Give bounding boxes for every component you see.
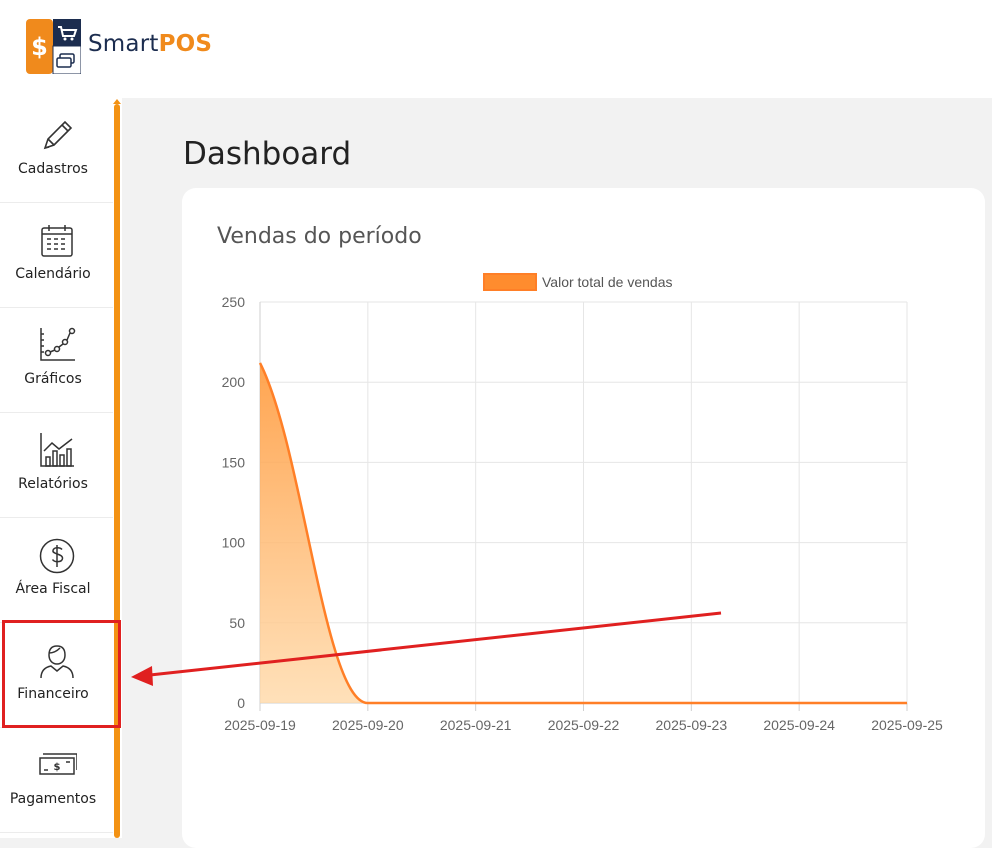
sidebar-item-graficos[interactable]: Gráficos (0, 308, 113, 413)
series-area-fill (260, 362, 907, 703)
bar-chart-icon (39, 433, 74, 467)
svg-text:$: $ (53, 762, 60, 773)
y-tick-label: 250 (222, 294, 246, 310)
x-tick-label: 2025-09-20 (332, 717, 404, 733)
sidebar-item-label: Relatórios (18, 476, 88, 492)
dollar-circle-icon (39, 538, 74, 574)
sidebar-item-calendario[interactable]: Calendário (0, 203, 113, 308)
sidebar-item-label: Área Fiscal (15, 581, 91, 597)
sidebar-item-pagamentos[interactable]: $ Pagamentos (0, 728, 113, 833)
x-tick-label: 2025-09-19 (224, 717, 296, 733)
x-tick-label: 2025-09-24 (763, 717, 835, 733)
y-tick-label: 100 (222, 535, 246, 551)
arrow-line (149, 611, 722, 677)
sidebar-item-label: Gráficos (24, 371, 82, 387)
brand-name-part1: Smart (88, 31, 159, 57)
banknote-icon: $ (38, 753, 77, 775)
brand-name: SmartPOS (88, 31, 212, 57)
page-title: Dashboard (183, 136, 352, 172)
x-tick-label: 2025-09-21 (440, 717, 512, 733)
highlight-box (2, 620, 121, 728)
series-line (258, 362, 907, 705)
pencil-icon (43, 120, 72, 150)
legend-label: Valor total de vendas (542, 274, 673, 290)
svg-text:$: $ (31, 33, 48, 61)
calendar-icon (40, 225, 73, 257)
sidebar-scrollbar[interactable] (114, 104, 120, 838)
arrow-head (131, 666, 153, 686)
sidebar-item-relatorios[interactable]: Relatórios (0, 413, 113, 518)
scroll-up-icon[interactable] (113, 99, 121, 104)
x-tick-label: 2025-09-23 (656, 717, 728, 733)
y-tick-label: 150 (222, 454, 246, 470)
brand-name-part2: POS (158, 31, 213, 57)
line-chart-icon (39, 327, 75, 361)
sidebar-item-cadastros[interactable]: Cadastros (0, 98, 113, 203)
top-bar: $ SmartPOS (0, 0, 992, 98)
y-tick-label: 50 (229, 615, 245, 631)
sidebar-item-label: Calendário (15, 266, 91, 282)
person-icon (39, 645, 74, 679)
sidebar-item-label: Cadastros (18, 161, 88, 177)
sidebar: Cadastros Calendário Gráficos Relatórios… (0, 98, 122, 838)
x-tick-label: 2025-09-25 (871, 717, 943, 733)
card-title: Vendas do período (217, 224, 422, 249)
y-tick-label: 200 (222, 374, 246, 390)
sidebar-item-label: Financeiro (17, 686, 89, 702)
y-tick-label: 0 (237, 695, 245, 711)
x-tick-label: 2025-09-22 (548, 717, 620, 733)
sidebar-item-label: Pagamentos (9, 791, 97, 807)
smartpos-logo-icon: $ (26, 19, 81, 74)
legend-swatch (483, 273, 537, 291)
